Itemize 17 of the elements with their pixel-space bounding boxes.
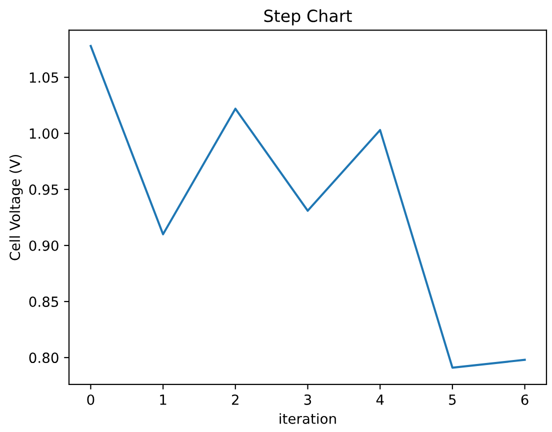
y-tick-label: 0.85 — [29, 296, 58, 307]
y-tick-label: 0.90 — [29, 240, 58, 251]
x-tick-label: 2 — [232, 394, 238, 405]
x-tick-label: 5 — [449, 394, 456, 405]
x-tick-label: 6 — [521, 394, 528, 405]
y-tick-label: 1.00 — [30, 128, 58, 139]
x-tick-label: 0 — [87, 394, 94, 405]
x-tick-label: 3 — [304, 394, 312, 405]
x-tick-label: 1 — [160, 394, 166, 405]
y-tick-label: 1.05 — [30, 72, 58, 83]
x-tick-label: 4 — [376, 394, 384, 405]
chart-title: Step Chart — [264, 9, 352, 26]
y-axis-title: Cell Voltage (V) — [9, 154, 23, 260]
y-tick-label: 0.80 — [29, 352, 58, 364]
y-tick-label: 0.95 — [29, 184, 58, 195]
x-axis-title: iteration — [280, 413, 336, 424]
line-series — [90, 44, 526, 369]
